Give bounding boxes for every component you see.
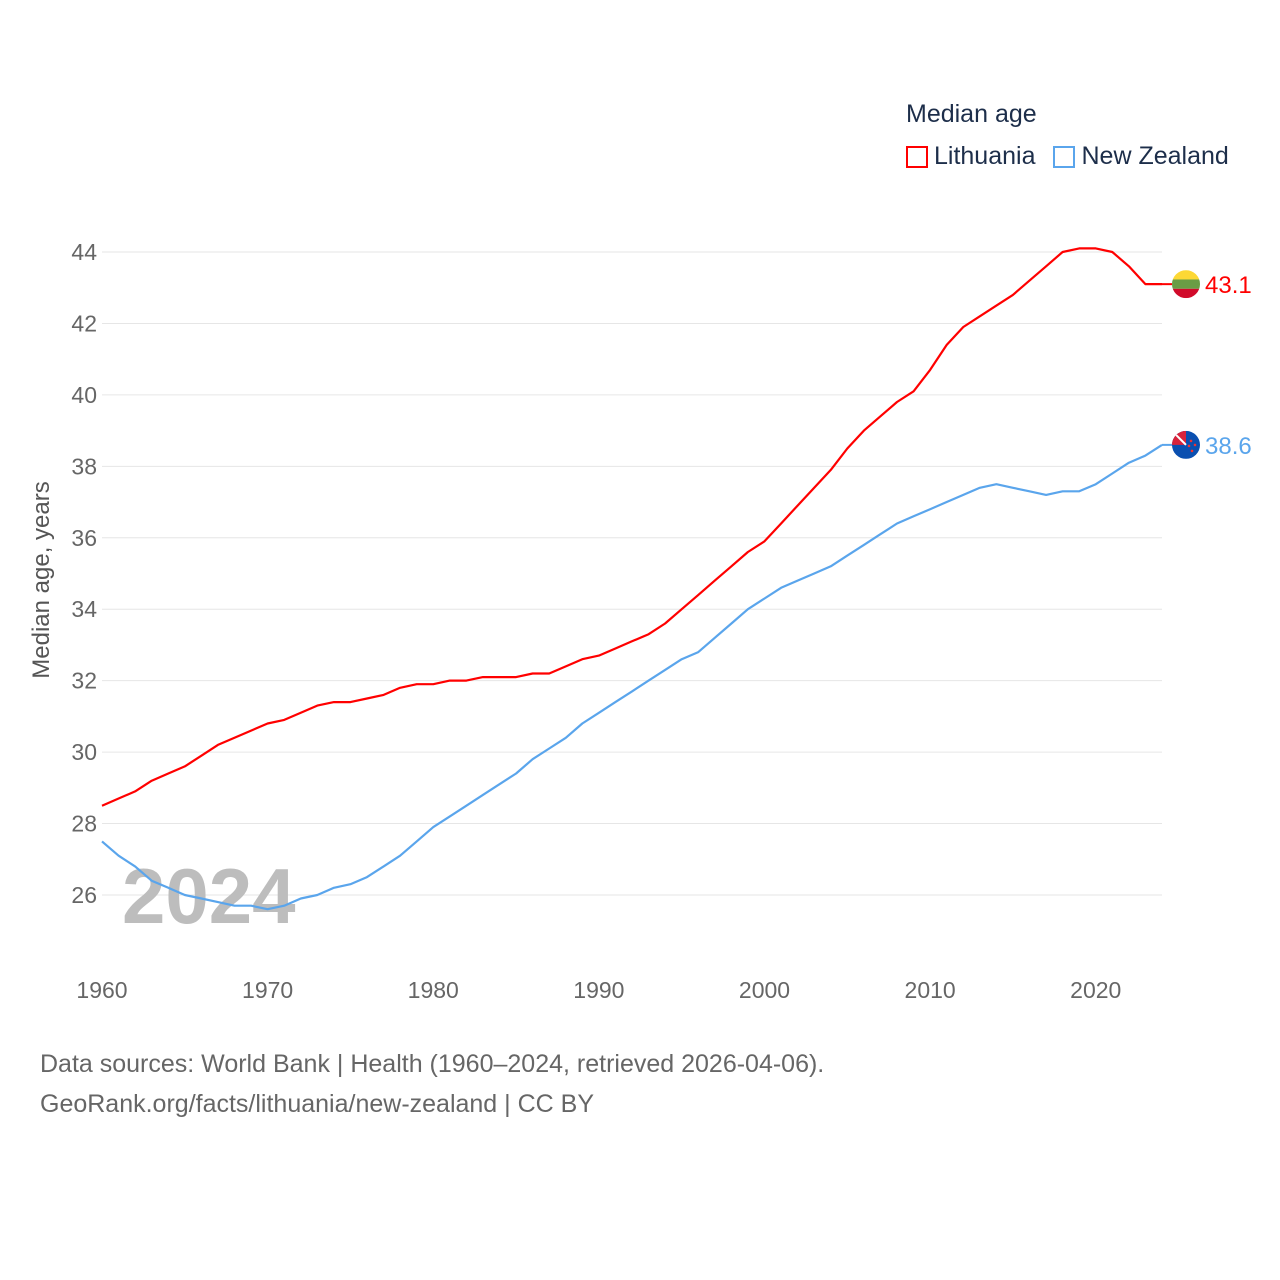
year-watermark: 2024 — [122, 852, 296, 940]
legend-label: Lithuania — [934, 142, 1036, 170]
legend-swatch-new-zealand — [1053, 145, 1076, 168]
flag-stripe — [1172, 279, 1200, 289]
flag-star — [1189, 439, 1193, 443]
x-tick-label: 1980 — [408, 977, 459, 1003]
legend-title: Median age — [906, 100, 1037, 128]
legend-item-new-zealand[interactable]: New Zealand — [1053, 142, 1229, 171]
data-source-text: Data sources: World Bank | Health (1960–… — [40, 1050, 825, 1078]
legend-item-lithuania[interactable]: Lithuania — [906, 142, 1035, 171]
x-tick-label: 1960 — [76, 977, 127, 1003]
y-tick-label: 38 — [71, 453, 97, 479]
flag-star — [1190, 449, 1194, 453]
end-value-label: 38.6 — [1205, 433, 1252, 460]
legend-label: New Zealand — [1081, 142, 1229, 170]
lithuania-flag-icon — [1172, 270, 1200, 299]
flag-stripe — [1172, 270, 1200, 280]
end-value-label: 43.1 — [1205, 272, 1252, 299]
x-tick-label: 2000 — [739, 977, 790, 1003]
y-tick-label: 26 — [71, 882, 97, 908]
y-axis-label: Median age, years — [28, 481, 55, 679]
series-line-new-zealand — [101, 443, 1163, 911]
x-tick-label: 1970 — [242, 977, 293, 1003]
x-tick-label: 1990 — [573, 977, 624, 1003]
flag-stripe — [1172, 288, 1200, 299]
new-zealand-flag-icon — [1172, 430, 1200, 459]
flag-star — [1187, 444, 1191, 448]
series-line-lithuania — [101, 247, 1162, 807]
x-tick-label: 2020 — [1070, 977, 1121, 1003]
source-link[interactable]: GeoRank.org/facts/lithuania/new-zealand … — [40, 1090, 595, 1118]
y-tick-label: 44 — [71, 239, 97, 265]
y-tick-label: 34 — [71, 596, 97, 622]
y-tick-label: 32 — [71, 668, 97, 694]
flag-star — [1193, 443, 1197, 447]
footer: Data sources: World Bank | Health (1960–… — [40, 1044, 824, 1124]
y-tick-label: 30 — [71, 739, 97, 765]
y-tick-label: 42 — [71, 310, 97, 336]
x-tick-label: 2010 — [905, 977, 956, 1003]
legend: Lithuania New Zealand — [906, 142, 1229, 171]
y-tick-label: 40 — [71, 382, 97, 408]
y-tick-label: 28 — [71, 811, 97, 837]
y-tick-label: 36 — [71, 525, 97, 551]
legend-swatch-lithuania — [906, 145, 928, 168]
